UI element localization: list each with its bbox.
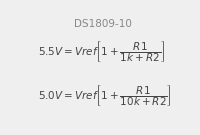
Text: $5.0V = Vref\left[1 + \dfrac{R1}{10k + R2}\right]$: $5.0V = Vref\left[1 + \dfrac{R1}{10k + R…: [37, 83, 170, 108]
Text: DS1809-10: DS1809-10: [74, 19, 131, 29]
Text: $5.5V = Vref\left[1 + \dfrac{R1}{1k + R2}\right]$: $5.5V = Vref\left[1 + \dfrac{R1}{1k + R2…: [37, 39, 164, 64]
